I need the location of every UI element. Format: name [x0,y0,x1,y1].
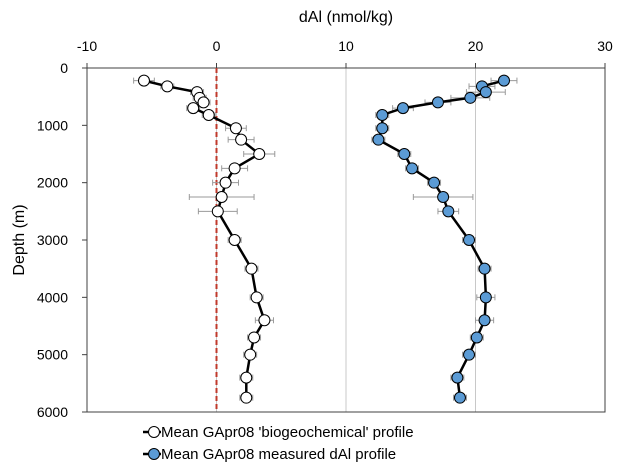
data-point-2-6 [376,109,389,122]
data-point-2-21 [453,391,466,404]
data-point-1-14 [228,234,241,246]
data-point-2-19 [463,348,476,361]
y-tick-label-1000: 1000 [37,117,68,133]
data-point-1-6 [202,109,215,122]
plot-area: -10 0 10 20 30 0 1000 2000 3000 4000 5000 6000 [37,38,613,420]
legend-label-1: Mean GApr08 'biogeochemical' profile [161,424,414,441]
y-tick-label-6000: 6000 [37,404,68,420]
data-point-2-15 [478,262,491,275]
series-line-2 [377,79,505,398]
data-point-2-14 [463,234,476,246]
data-point-2-10 [406,162,419,175]
data-point-2-8 [372,133,385,146]
data-point-2-13 [442,205,455,218]
x-tick-label-30: 30 [597,38,613,54]
series-2 [371,74,518,404]
x-tick-label--10: -10 [77,38,97,54]
data-point-1-5 [187,102,200,115]
data-point-1-4 [197,96,210,109]
x-tick-label-20: 20 [468,38,484,54]
x-tick-label-10: 10 [338,38,354,54]
y-tick-label-0: 0 [60,60,68,76]
data-point-2-20 [451,371,464,384]
data-point-1-19 [244,348,257,361]
data-point-1-15 [245,262,258,275]
x-tick-label-0: 0 [213,38,221,54]
data-point-2-17 [478,314,491,327]
legend: Mean GApr08 'biogeochemical' profile Mean… [143,424,414,463]
data-point-1-18 [248,331,261,344]
data-point-2-3 [464,91,477,104]
data-point-1-21 [240,391,253,404]
data-point-2-16 [479,291,492,304]
data-point-2-7 [376,122,389,135]
data-point-1-10 [228,162,241,175]
data-point-1-0 [137,74,150,87]
y-tick-label-5000: 5000 [37,347,68,363]
data-point-1-17 [258,314,271,327]
legend-marker-1 [148,426,160,438]
data-point-1-20 [240,371,253,384]
legend-marker-2 [148,448,160,460]
y-tick-label-2000: 2000 [37,175,68,191]
data-point-2-0 [497,74,510,87]
y-axis-title: Depth (m) [11,204,28,275]
data-point-1-8 [235,133,248,146]
data-point-2-12 [437,191,450,203]
y-tick-label-3000: 3000 [37,232,68,248]
x-axis-title: dAl (nmol/kg) [299,9,393,26]
data-point-2-2 [479,86,492,99]
data-point-1-1 [161,80,174,93]
data-point-1-7 [229,122,242,135]
data-point-1-11 [219,176,232,189]
legend-label-2: Mean GApr08 measured dAl profile [161,446,396,463]
data-point-1-12 [215,191,228,203]
data-point-1-16 [250,291,263,304]
y-tick-label-4000: 4000 [37,289,68,305]
data-point-2-18 [470,331,483,344]
series-1 [133,74,276,404]
data-point-2-4 [431,96,444,109]
data-point-2-11 [428,176,441,189]
data-point-1-9 [253,148,266,160]
data-point-1-13 [211,205,224,218]
data-point-2-5 [396,102,409,115]
data-point-2-9 [398,148,411,160]
